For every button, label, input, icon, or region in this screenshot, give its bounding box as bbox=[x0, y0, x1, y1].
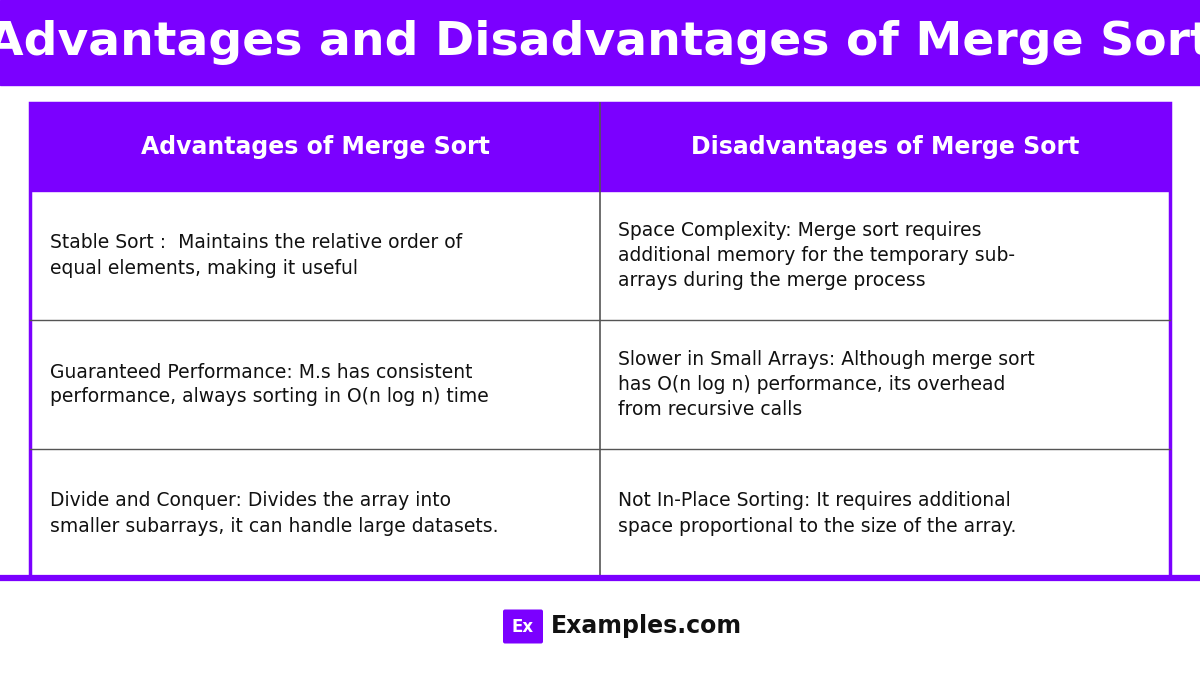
Text: Ex: Ex bbox=[512, 618, 534, 635]
Text: Guaranteed Performance: M.s has consistent
performance, always sorting in O(n lo: Guaranteed Performance: M.s has consiste… bbox=[50, 362, 488, 406]
Text: Stable Sort :  Maintains the relative order of
equal elements, making it useful: Stable Sort : Maintains the relative ord… bbox=[50, 234, 462, 277]
Bar bbox=[30, 103, 1170, 578]
Text: Advantages and Disadvantages of Merge Sort: Advantages and Disadvantages of Merge So… bbox=[0, 20, 1200, 65]
Text: Examples.com: Examples.com bbox=[551, 614, 742, 639]
Text: Space Complexity: Merge sort requires
additional memory for the temporary sub-
a: Space Complexity: Merge sort requires ad… bbox=[618, 221, 1015, 290]
Text: Advantages of Merge Sort: Advantages of Merge Sort bbox=[140, 135, 490, 159]
FancyBboxPatch shape bbox=[503, 610, 542, 643]
Bar bbox=[0, 0, 1200, 85]
Bar bbox=[600, 103, 1170, 191]
Text: Divide and Conquer: Divides the array into
smaller subarrays, it can handle larg: Divide and Conquer: Divides the array in… bbox=[50, 491, 498, 535]
Text: Slower in Small Arrays: Although merge sort
has O(n log n) performance, its over: Slower in Small Arrays: Although merge s… bbox=[618, 350, 1034, 419]
Text: Disadvantages of Merge Sort: Disadvantages of Merge Sort bbox=[691, 135, 1079, 159]
Bar bbox=[30, 103, 600, 191]
Text: Not In-Place Sorting: It requires additional
space proportional to the size of t: Not In-Place Sorting: It requires additi… bbox=[618, 491, 1016, 535]
